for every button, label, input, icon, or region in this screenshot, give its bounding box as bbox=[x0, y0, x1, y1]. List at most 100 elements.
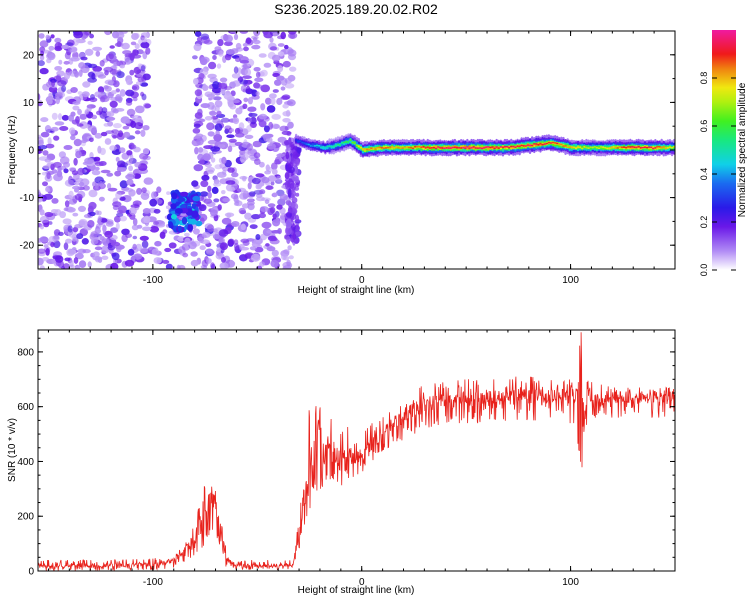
spectrogram-blob bbox=[70, 135, 76, 141]
spectrogram-ridge-cell bbox=[591, 146, 595, 149]
spectrogram-ridge-cell bbox=[587, 147, 590, 150]
spectrogram-blob bbox=[73, 157, 78, 166]
spectrogram-blob bbox=[289, 66, 297, 72]
spectrogram-blob bbox=[109, 45, 115, 49]
spectrogram-blob bbox=[63, 207, 69, 212]
spectrogram-blob bbox=[140, 192, 150, 201]
spectrogram-blob bbox=[255, 173, 265, 178]
spectrogram-blob bbox=[119, 215, 127, 222]
spectrogram-blob bbox=[84, 157, 95, 165]
spectrogram-ridge-cell bbox=[328, 145, 331, 148]
spectrogram-ridge-cell bbox=[342, 141, 346, 144]
spectrogram-blob bbox=[81, 238, 89, 245]
spectrogram-blob bbox=[198, 204, 207, 212]
spectrogram-ridge-cell bbox=[501, 146, 505, 149]
spectrogram-blob bbox=[177, 236, 185, 242]
spectrogram-ridge-cell bbox=[480, 147, 484, 150]
spectrogram-blob bbox=[224, 34, 233, 43]
spectrogram-blob bbox=[46, 172, 51, 180]
spectrogram-ridge-cell bbox=[510, 145, 513, 148]
spectrogram-blob bbox=[71, 234, 78, 242]
spectrogram-blob bbox=[253, 152, 261, 159]
spectrogram-blob bbox=[267, 207, 274, 216]
spectrogram-blob bbox=[231, 172, 239, 178]
spectrogram-blob bbox=[194, 89, 203, 97]
spectrogram-y-tick-label: 10 bbox=[23, 98, 35, 109]
spectrogram-ridge-cell bbox=[474, 147, 478, 149]
spectrogram-blob bbox=[198, 147, 204, 153]
spectrogram-blob bbox=[134, 161, 141, 168]
spectrogram-blob bbox=[78, 94, 88, 101]
spectrogram-blob bbox=[199, 56, 210, 64]
spectrogram-ridge-cell bbox=[472, 146, 475, 148]
spectrogram-blob bbox=[125, 233, 132, 239]
spectrogram-blob bbox=[72, 105, 80, 111]
spectrogram-ridge-cell bbox=[482, 147, 486, 149]
spectrogram-blob bbox=[131, 33, 139, 40]
spectrogram-blob bbox=[195, 133, 204, 138]
spectrogram-blob bbox=[116, 71, 125, 79]
spectrogram-blob bbox=[140, 65, 146, 72]
spectrogram-blob bbox=[235, 132, 245, 138]
spectrogram-ridge-cell bbox=[647, 146, 651, 148]
spectrogram-ridge-cell bbox=[545, 142, 549, 145]
spectrogram-blob bbox=[50, 34, 55, 39]
spectrogram-blob bbox=[52, 255, 62, 260]
spectrogram-ridge-cell bbox=[403, 146, 407, 149]
spectrogram-blob bbox=[116, 41, 122, 47]
spectrogram-blob bbox=[240, 223, 246, 231]
spectrogram-blob bbox=[198, 237, 204, 244]
spectrogram-blob bbox=[251, 35, 259, 40]
spectrogram-blob bbox=[42, 49, 50, 54]
spectrogram-blob bbox=[252, 39, 261, 45]
spectrogram-blob bbox=[141, 37, 148, 43]
spectrogram-blob bbox=[207, 191, 212, 199]
spectrogram-blob bbox=[45, 34, 51, 40]
spectrogram-blob bbox=[99, 60, 105, 67]
spectrogram-blob bbox=[41, 257, 50, 262]
spectrogram-blob bbox=[219, 262, 229, 269]
spectrogram-blob bbox=[125, 100, 133, 106]
spectrogram-blob bbox=[61, 44, 70, 50]
spectrogram-blob bbox=[114, 108, 125, 112]
spectrogram-ridge-cell bbox=[658, 145, 661, 148]
spectrogram-ridge-cell bbox=[562, 145, 565, 147]
spectrogram-ridge-cell bbox=[399, 147, 402, 150]
spectrogram-burst-blob bbox=[181, 216, 188, 225]
spectrogram-blob bbox=[143, 177, 154, 185]
spectrogram-blob bbox=[238, 122, 245, 130]
spectrogram-ridge-cell bbox=[543, 143, 546, 145]
spectrogram-blob bbox=[235, 47, 244, 52]
spectrogram-blob bbox=[78, 196, 83, 203]
spectrogram-blob bbox=[247, 106, 257, 112]
spectrogram-blob bbox=[188, 241, 197, 250]
spectrogram-blob bbox=[249, 246, 257, 251]
spectrogram-ridge-cell bbox=[645, 146, 649, 149]
spectrogram-y-axis-label: Frequency (Hz) bbox=[7, 116, 18, 185]
spectrogram-blob bbox=[69, 127, 76, 135]
spectrogram-blob bbox=[129, 154, 134, 162]
spectrogram-blob bbox=[39, 40, 49, 48]
spectrogram-ridge-cell bbox=[351, 141, 354, 144]
spectrogram-ridge-cell bbox=[574, 147, 578, 150]
spectrogram-blob bbox=[165, 205, 170, 209]
spectrogram-blob bbox=[136, 49, 144, 55]
spectrogram-blob bbox=[207, 185, 212, 193]
spectrogram-blob bbox=[120, 116, 130, 124]
spectrogram-blob bbox=[266, 105, 276, 113]
spectrogram-blob bbox=[59, 156, 70, 165]
spectrogram-blob bbox=[222, 197, 231, 203]
spectrogram-blob bbox=[288, 137, 292, 146]
spectrogram-ridge-cell bbox=[560, 143, 563, 146]
spectrogram-ridge-cell bbox=[589, 146, 592, 148]
spectrogram-blob bbox=[232, 117, 240, 125]
snr-y-tick-label: 0 bbox=[28, 567, 34, 578]
spectrogram-blob bbox=[190, 259, 199, 267]
spectrogram-blob bbox=[139, 235, 149, 241]
spectrogram-blob bbox=[66, 248, 75, 257]
spectrogram-blob bbox=[62, 263, 70, 269]
spectrogram-blob bbox=[280, 77, 288, 86]
spectrogram-blob bbox=[69, 167, 76, 171]
spectrogram-blob bbox=[217, 39, 224, 47]
